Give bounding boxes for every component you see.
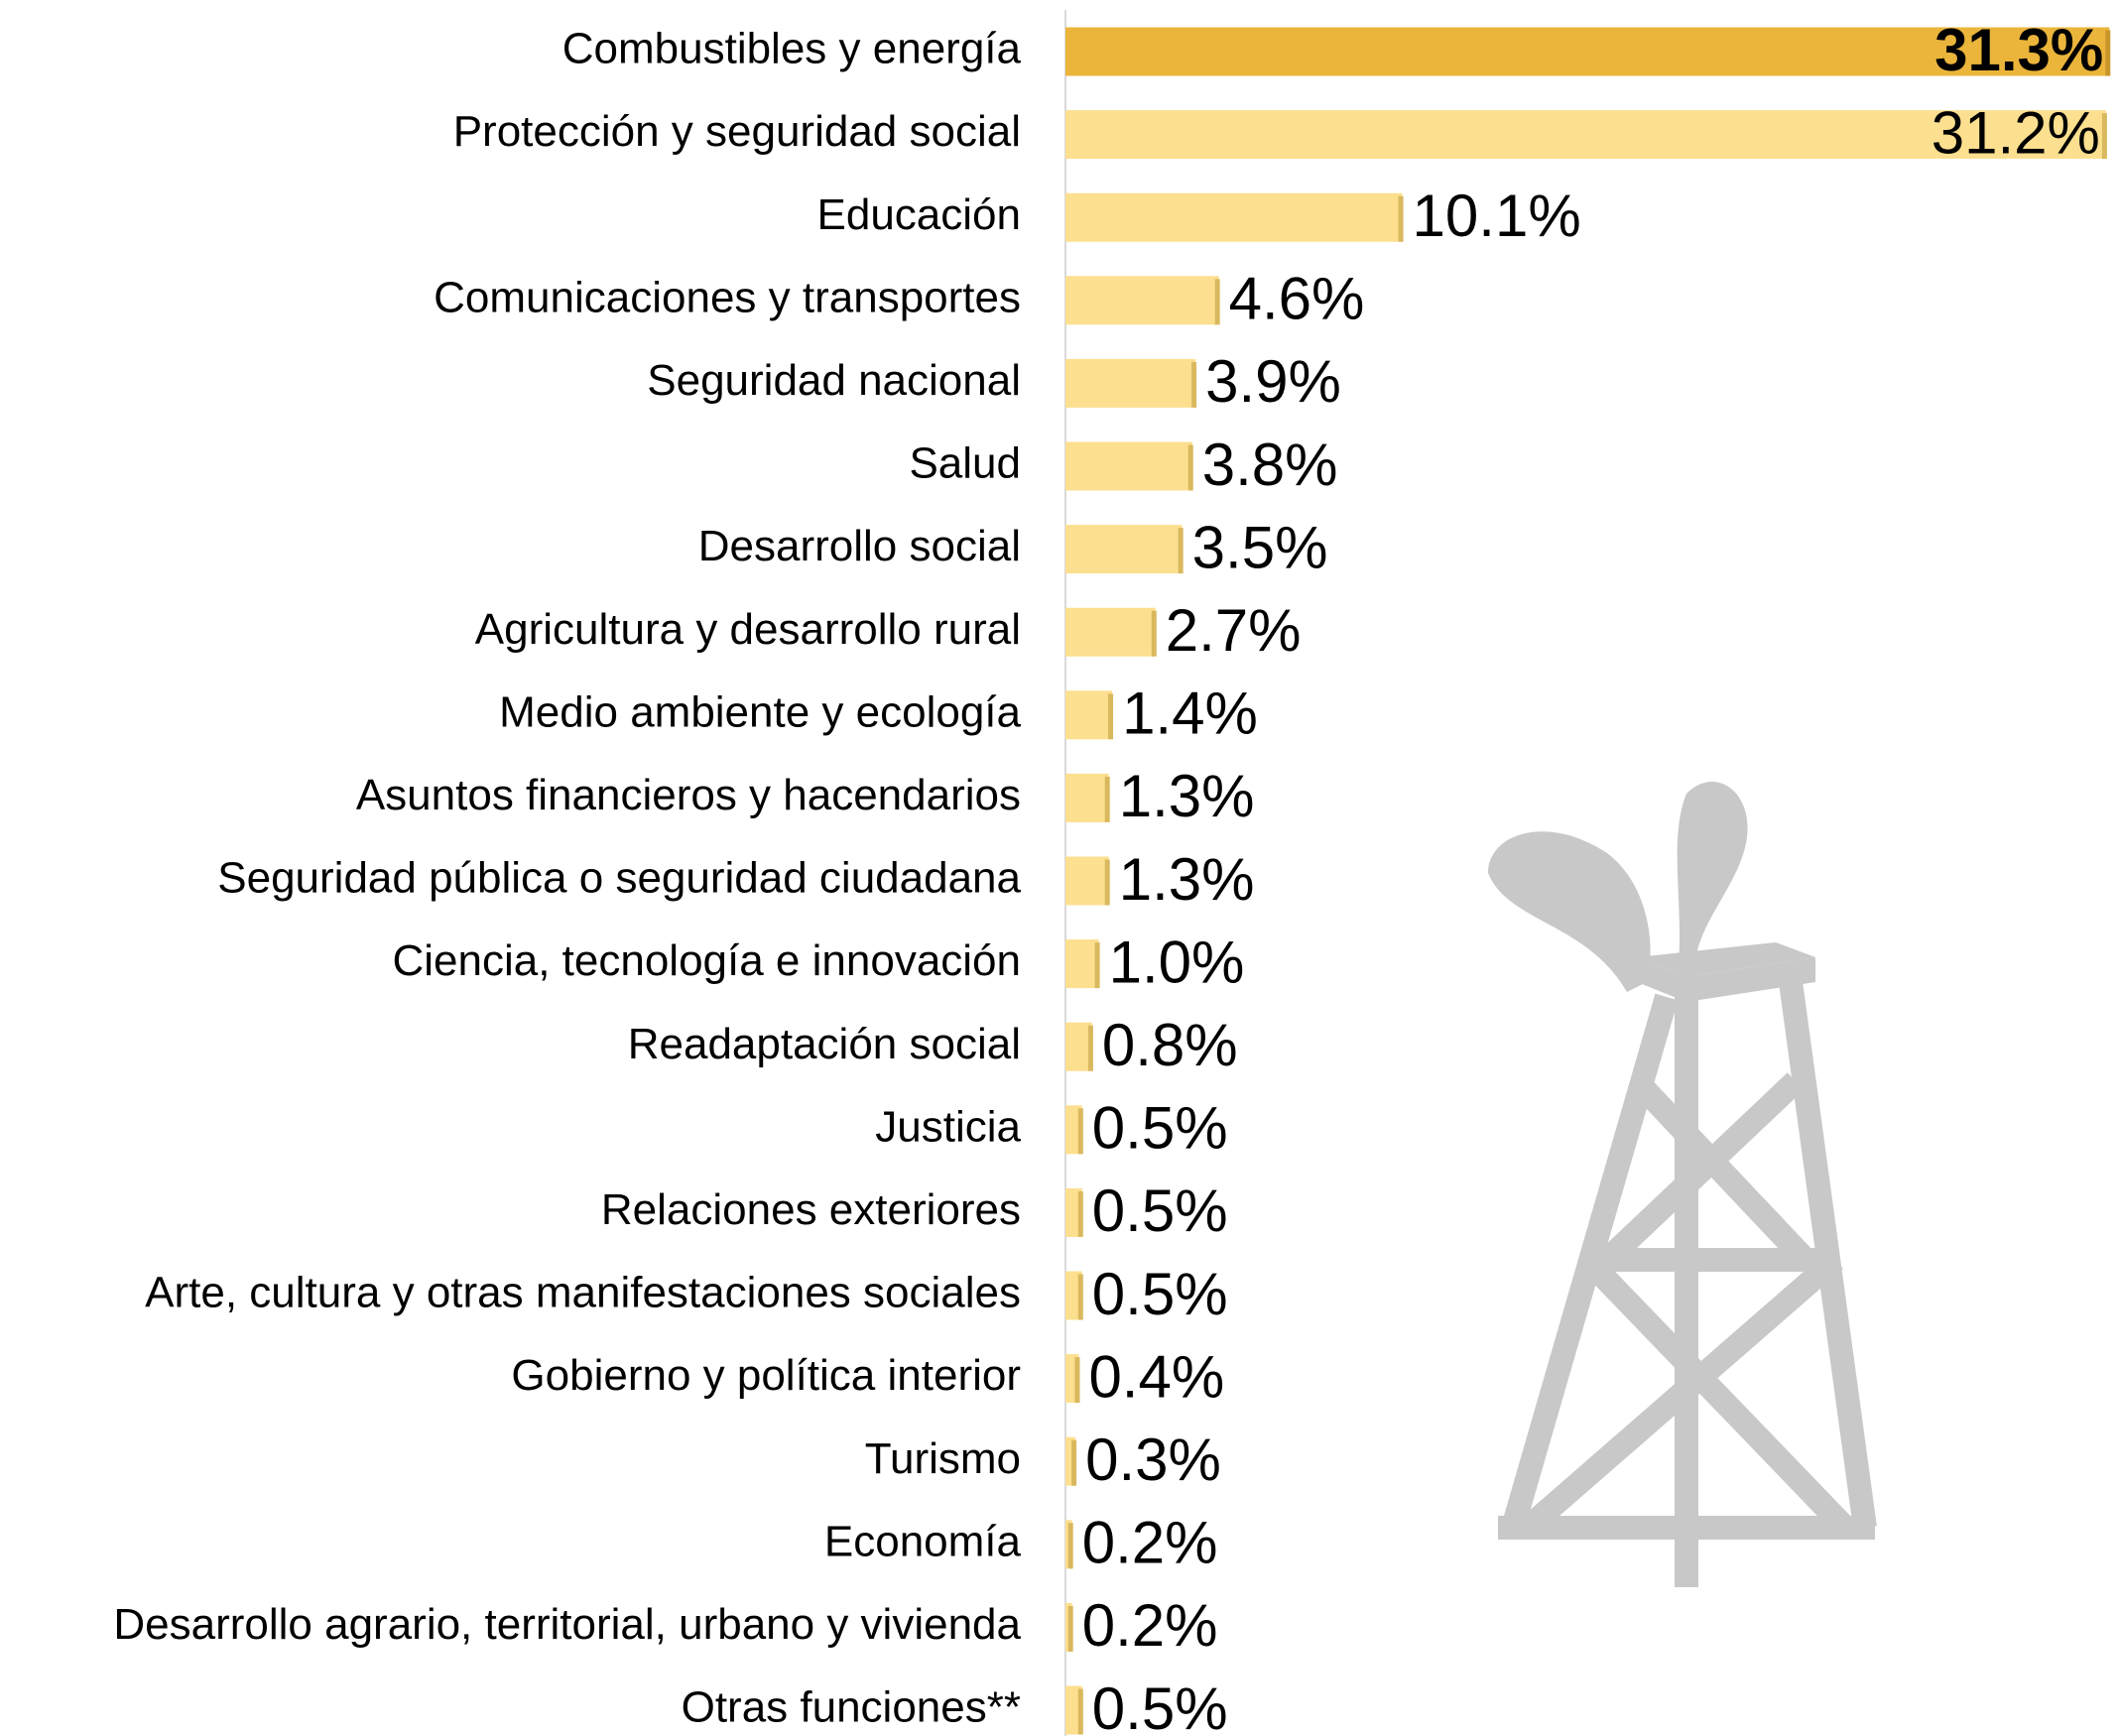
value-label: 3.5%: [1192, 514, 1328, 580]
category-label: Seguridad nacional: [647, 356, 1021, 405]
bar-shadow: [1078, 1108, 1083, 1154]
bar-shadow: [2102, 113, 2107, 159]
category-label: Otras funciones**: [682, 1683, 1021, 1732]
bar: [1065, 857, 1109, 906]
bar-shadow: [1088, 1026, 1093, 1071]
value-label: 3.9%: [1205, 348, 1341, 415]
bar-shadow: [1152, 611, 1157, 657]
category-label: Agricultura y desarrollo rural: [475, 605, 1021, 654]
category-label: Economía: [824, 1517, 1022, 1565]
value-label: 0.3%: [1085, 1426, 1221, 1493]
category-label: Justicia: [875, 1102, 1021, 1151]
bar-shadow: [1078, 1275, 1083, 1320]
value-label: 10.1%: [1413, 183, 1581, 249]
bar: [1065, 939, 1099, 988]
bar-shadow: [1188, 445, 1193, 491]
bar-shadow: [1068, 1606, 1073, 1652]
category-label: Salud: [909, 439, 1021, 488]
value-label: 4.6%: [1229, 266, 1365, 332]
category-label: Combustibles y energía: [562, 25, 1022, 73]
chart: Combustibles y energía 31.3% Protección y …: [0, 0, 2120, 1736]
bar-shadow: [1105, 860, 1110, 906]
bar-shadow: [1191, 362, 1196, 408]
bar-shadow: [1078, 1689, 1083, 1735]
value-label: 0.5%: [1092, 1178, 1228, 1244]
bar: [1065, 276, 1219, 324]
bar: [1065, 525, 1183, 573]
bar: [1065, 193, 1403, 242]
category-label: Asuntos financieros y hacendarios: [356, 771, 1021, 819]
category-label: Desarrollo social: [698, 522, 1021, 570]
category-label: Relaciones exteriores: [601, 1185, 1021, 1234]
value-label: 0.2%: [1082, 1510, 1218, 1576]
value-label: 31.3%: [1934, 17, 2103, 83]
category-label: Protección y seguridad social: [453, 107, 1021, 156]
value-label: 3.8%: [1202, 432, 1338, 498]
bar-shadow: [1078, 1191, 1083, 1237]
bar-shadow: [1068, 1523, 1073, 1568]
value-label: 1.3%: [1119, 846, 1255, 913]
bar-shadow: [1179, 528, 1184, 573]
bar: [1065, 774, 1109, 822]
bar-shadow: [1105, 777, 1110, 822]
bar: [1065, 359, 1195, 408]
value-label: 0.5%: [1092, 1675, 1228, 1736]
category-label: Seguridad pública o seguridad ciudadana: [217, 854, 1021, 903]
value-label: 2.7%: [1166, 597, 1302, 664]
value-label: 0.5%: [1092, 1261, 1228, 1327]
bar: [1065, 690, 1112, 739]
value-label: 0.8%: [1102, 1012, 1238, 1078]
value-label: 0.2%: [1082, 1592, 1218, 1659]
category-label: Desarrollo agrario, territorial, urbano …: [113, 1600, 1021, 1649]
bar-shadow: [1074, 1357, 1079, 1403]
category-label: Ciencia, tecnología e innovación: [392, 936, 1021, 985]
bar: [1065, 608, 1156, 657]
value-label: 31.2%: [1932, 99, 2100, 166]
value-label: 1.3%: [1119, 763, 1255, 829]
value-label: 1.4%: [1122, 681, 1258, 747]
bar-shadow: [1399, 196, 1404, 242]
oil-derrick-icon: [1488, 782, 1875, 1587]
bar-shadow: [1095, 942, 1100, 988]
bar-shadow: [1215, 279, 1220, 324]
category-label: Gobierno y política interior: [511, 1351, 1021, 1400]
category-label: Turismo: [865, 1434, 1021, 1483]
bar-shadow: [1071, 1440, 1076, 1486]
value-label: 0.4%: [1088, 1343, 1224, 1410]
value-label: 1.0%: [1109, 929, 1245, 995]
bar-shadow: [1108, 693, 1113, 739]
category-label: Educación: [817, 190, 1021, 239]
category-label: Readaptación social: [628, 1020, 1021, 1068]
category-label: Medio ambiente y ecología: [499, 687, 1021, 736]
value-label: 0.5%: [1092, 1095, 1228, 1162]
category-label: Arte, cultura y otras manifestaciones so…: [145, 1269, 1021, 1317]
category-label: Comunicaciones y transportes: [434, 273, 1021, 321]
bar: [1065, 442, 1192, 491]
bar-shadow: [2105, 31, 2110, 76]
bar: [1065, 1023, 1092, 1071]
